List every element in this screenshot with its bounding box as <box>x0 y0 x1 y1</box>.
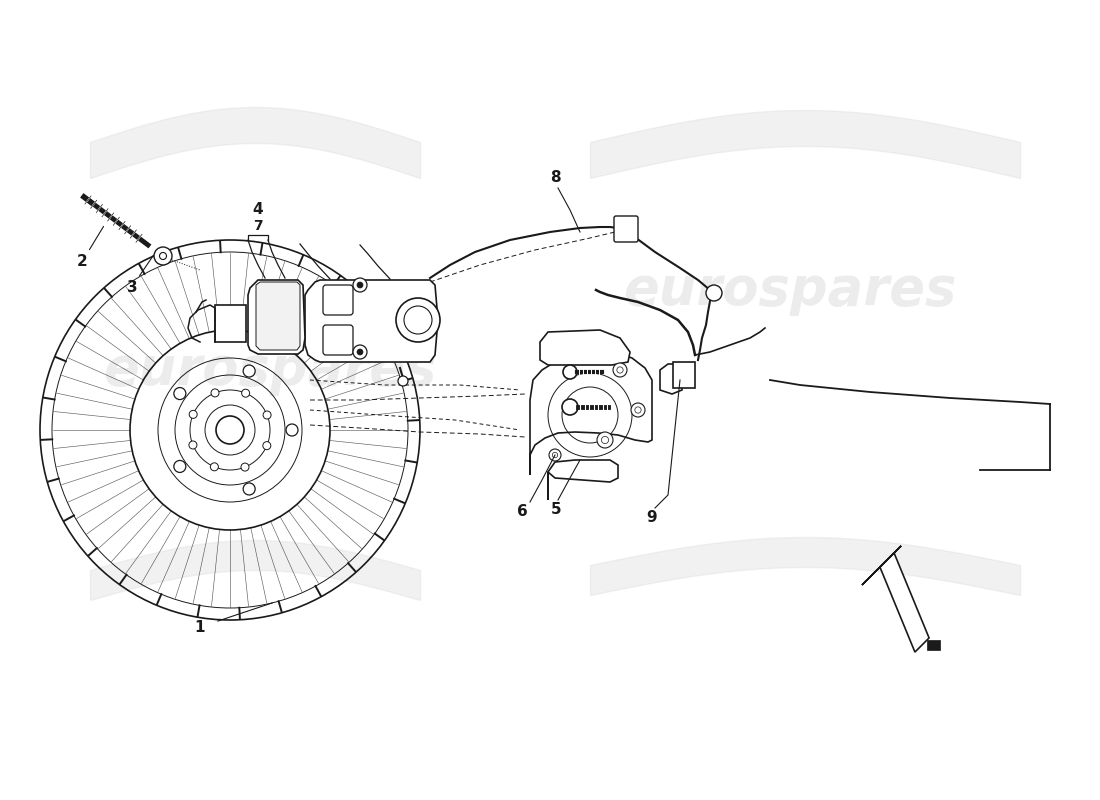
FancyBboxPatch shape <box>323 285 353 315</box>
Circle shape <box>358 349 363 355</box>
Circle shape <box>396 298 440 342</box>
Circle shape <box>613 363 627 377</box>
Circle shape <box>216 416 244 444</box>
Circle shape <box>241 463 249 471</box>
Text: 1: 1 <box>195 621 206 635</box>
Polygon shape <box>305 280 438 362</box>
Polygon shape <box>862 546 901 585</box>
Text: 6: 6 <box>517 505 527 519</box>
Circle shape <box>174 461 186 473</box>
Text: eurospares: eurospares <box>624 264 957 316</box>
Circle shape <box>243 483 255 495</box>
Polygon shape <box>660 364 682 394</box>
Circle shape <box>358 282 363 288</box>
Circle shape <box>263 411 271 419</box>
Circle shape <box>160 253 166 259</box>
Circle shape <box>552 452 558 458</box>
Circle shape <box>189 410 197 418</box>
Circle shape <box>549 449 561 461</box>
Polygon shape <box>548 460 618 500</box>
Polygon shape <box>256 282 300 350</box>
Circle shape <box>631 403 645 417</box>
Circle shape <box>243 365 255 377</box>
Circle shape <box>189 441 197 449</box>
Circle shape <box>286 424 298 436</box>
Circle shape <box>242 389 250 397</box>
Polygon shape <box>248 280 305 354</box>
Circle shape <box>404 306 432 334</box>
Polygon shape <box>540 330 630 365</box>
Circle shape <box>263 442 271 450</box>
Polygon shape <box>530 350 652 475</box>
Text: 3: 3 <box>126 281 138 295</box>
Circle shape <box>211 389 219 397</box>
Circle shape <box>602 437 608 443</box>
Circle shape <box>706 285 722 301</box>
FancyBboxPatch shape <box>323 325 353 355</box>
Text: 5: 5 <box>551 502 561 518</box>
Text: 7: 7 <box>253 219 263 233</box>
Polygon shape <box>927 640 940 650</box>
Circle shape <box>562 399 578 415</box>
Circle shape <box>597 432 613 448</box>
Polygon shape <box>673 362 695 388</box>
Polygon shape <box>214 305 246 342</box>
Circle shape <box>353 278 367 292</box>
Circle shape <box>174 387 186 399</box>
Text: 2: 2 <box>77 254 87 270</box>
Circle shape <box>154 247 172 265</box>
Text: 8: 8 <box>550 170 560 186</box>
Polygon shape <box>880 553 929 652</box>
Circle shape <box>353 345 367 359</box>
Text: eurospares: eurospares <box>103 344 437 396</box>
Circle shape <box>563 365 578 379</box>
Circle shape <box>210 463 219 471</box>
FancyBboxPatch shape <box>614 216 638 242</box>
Circle shape <box>635 407 641 413</box>
Circle shape <box>617 367 624 373</box>
Circle shape <box>398 376 408 386</box>
Text: 9: 9 <box>647 510 658 526</box>
Text: 4: 4 <box>253 202 263 218</box>
